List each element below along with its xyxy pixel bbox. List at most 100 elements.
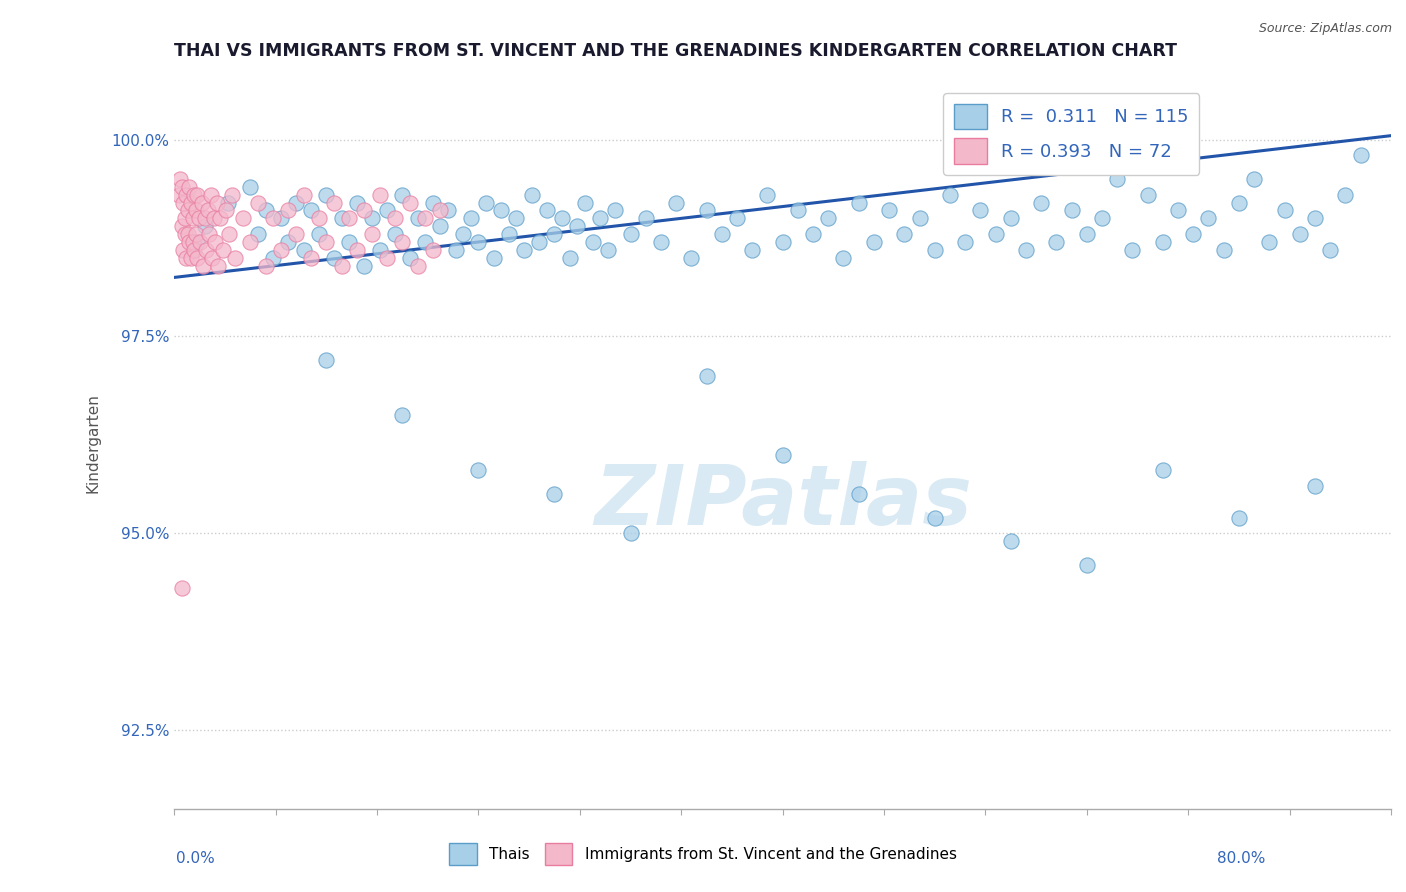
Point bbox=[202, 211, 225, 226]
Point bbox=[406, 211, 429, 226]
Point bbox=[399, 195, 422, 210]
Point bbox=[848, 195, 870, 210]
Text: ZIPatlas: ZIPatlas bbox=[593, 461, 972, 542]
Point bbox=[299, 251, 322, 265]
Point bbox=[186, 251, 208, 265]
Point bbox=[183, 187, 205, 202]
Point bbox=[277, 203, 299, 218]
Point bbox=[200, 187, 222, 202]
Legend: Thais, Immigrants from St. Vincent and the Grenadines: Thais, Immigrants from St. Vincent and t… bbox=[443, 837, 963, 871]
Point bbox=[665, 195, 688, 210]
Point bbox=[232, 211, 254, 226]
Point bbox=[212, 243, 235, 257]
Y-axis label: Kindergarten: Kindergarten bbox=[86, 392, 100, 492]
Point bbox=[1167, 203, 1189, 218]
Point bbox=[1334, 187, 1357, 202]
Point bbox=[179, 235, 201, 249]
Point bbox=[413, 211, 436, 226]
Point bbox=[176, 187, 198, 202]
Point bbox=[353, 259, 375, 273]
Point bbox=[801, 227, 824, 241]
Point bbox=[406, 259, 429, 273]
Point bbox=[246, 195, 269, 210]
Point bbox=[195, 243, 218, 257]
Text: Source: ZipAtlas.com: Source: ZipAtlas.com bbox=[1258, 22, 1392, 36]
Point bbox=[361, 211, 384, 226]
Point bbox=[308, 227, 330, 241]
Point bbox=[217, 195, 239, 210]
Point bbox=[1152, 235, 1174, 249]
Point bbox=[482, 251, 505, 265]
Point bbox=[187, 211, 209, 226]
Point bbox=[174, 211, 197, 226]
Point bbox=[756, 187, 779, 202]
Text: 0.0%: 0.0% bbox=[176, 852, 215, 866]
Point bbox=[877, 203, 900, 218]
Point bbox=[551, 211, 574, 226]
Point bbox=[198, 227, 221, 241]
Point bbox=[772, 235, 794, 249]
Point bbox=[863, 235, 886, 249]
Point bbox=[741, 243, 763, 257]
Point bbox=[1031, 195, 1053, 210]
Point bbox=[197, 203, 219, 218]
Point bbox=[246, 227, 269, 241]
Point bbox=[467, 463, 489, 477]
Point bbox=[384, 227, 406, 241]
Point bbox=[330, 211, 353, 226]
Point bbox=[1303, 479, 1326, 493]
Point bbox=[772, 448, 794, 462]
Point bbox=[174, 227, 197, 241]
Point bbox=[1060, 203, 1083, 218]
Point bbox=[205, 195, 228, 210]
Point bbox=[1136, 187, 1159, 202]
Point bbox=[180, 195, 202, 210]
Point bbox=[186, 235, 208, 249]
Point bbox=[1091, 211, 1114, 226]
Point bbox=[536, 203, 558, 218]
Point bbox=[292, 243, 315, 257]
Point bbox=[190, 195, 212, 210]
Point bbox=[619, 227, 641, 241]
Point bbox=[634, 211, 657, 226]
Point bbox=[179, 179, 201, 194]
Point bbox=[924, 243, 946, 257]
Point bbox=[177, 203, 200, 218]
Point bbox=[451, 227, 474, 241]
Point bbox=[170, 219, 193, 234]
Point bbox=[969, 203, 991, 218]
Point bbox=[180, 251, 202, 265]
Point bbox=[207, 259, 229, 273]
Point bbox=[1107, 172, 1129, 186]
Point bbox=[681, 251, 703, 265]
Point bbox=[254, 259, 277, 273]
Point bbox=[520, 187, 543, 202]
Point bbox=[221, 187, 243, 202]
Point bbox=[194, 211, 217, 226]
Point bbox=[1227, 195, 1250, 210]
Point bbox=[710, 227, 733, 241]
Point bbox=[391, 187, 413, 202]
Point bbox=[848, 487, 870, 501]
Legend: R =  0.311   N = 115, R = 0.393   N = 72: R = 0.311 N = 115, R = 0.393 N = 72 bbox=[943, 93, 1199, 175]
Point bbox=[330, 259, 353, 273]
Point bbox=[1258, 235, 1281, 249]
Point bbox=[984, 227, 1007, 241]
Point bbox=[270, 211, 292, 226]
Point bbox=[201, 251, 224, 265]
Point bbox=[181, 211, 204, 226]
Point bbox=[558, 251, 581, 265]
Point bbox=[832, 251, 855, 265]
Point bbox=[543, 227, 565, 241]
Point bbox=[323, 195, 346, 210]
Point bbox=[184, 203, 207, 218]
Point bbox=[437, 203, 460, 218]
Point bbox=[413, 235, 436, 249]
Point bbox=[422, 243, 444, 257]
Point bbox=[1045, 235, 1067, 249]
Point bbox=[1212, 243, 1234, 257]
Point bbox=[188, 235, 211, 249]
Point bbox=[1015, 243, 1038, 257]
Point bbox=[375, 203, 398, 218]
Point bbox=[893, 227, 915, 241]
